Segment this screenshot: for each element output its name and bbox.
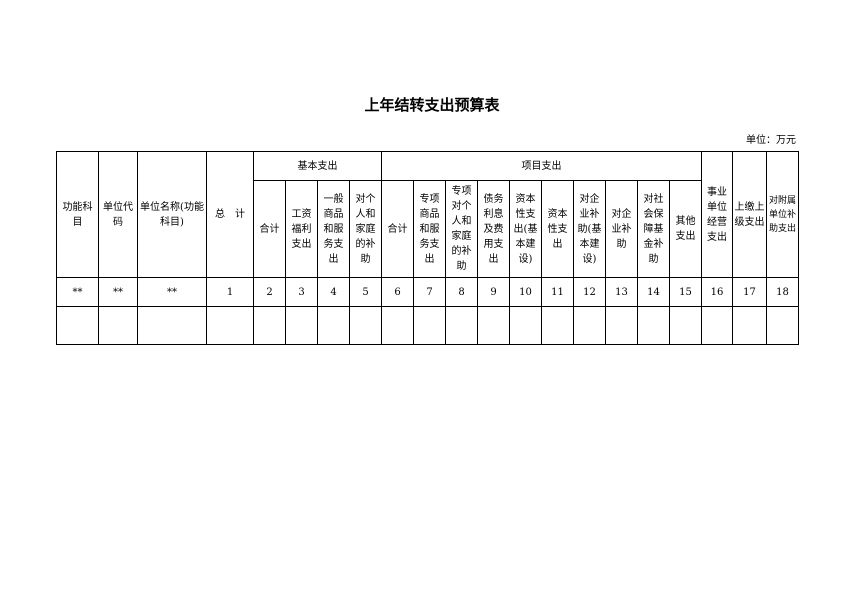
header-project-col: 专项 商品 和服 务支 出 — [413, 180, 446, 278]
data-cell[interactable] — [98, 306, 138, 345]
data-cell[interactable] — [669, 306, 702, 345]
index-cell: 2 — [253, 277, 286, 307]
index-cell: 17 — [732, 277, 767, 307]
unit-label: 单位：万元 — [746, 135, 796, 146]
index-cell: 16 — [701, 277, 733, 307]
data-cell[interactable] — [637, 306, 670, 345]
header-project-col: 专项 对个 人和 家庭 的补 助 — [445, 180, 478, 278]
index-cell: 11 — [541, 277, 574, 307]
index-cell: ** — [98, 277, 138, 307]
data-cell[interactable] — [206, 306, 254, 345]
index-cell: 18 — [766, 277, 799, 307]
index-row: ** ** ** 1 2 3 4 5 6 7 8 9 10 11 12 13 14 15 16 17 18 — [56, 277, 799, 307]
data-cell[interactable] — [317, 306, 350, 345]
index-cell: 1 — [206, 277, 254, 307]
header-unit-code: 单位代 码 — [98, 151, 138, 278]
data-cell[interactable] — [509, 306, 542, 345]
index-cell: 13 — [605, 277, 638, 307]
index-cell: 14 — [637, 277, 670, 307]
header-basic-col: 合计 — [253, 180, 286, 278]
page-title: 上年结转支出预算表 — [364, 96, 500, 114]
data-cell[interactable] — [285, 306, 318, 345]
index-cell: 7 — [413, 277, 446, 307]
data-cell[interactable] — [56, 306, 99, 345]
budget-table: 功能科 目 单位代 码 单位名称(功能 科目) 总 计 基本支出 项目支出 事业… — [56, 151, 799, 345]
header-project-col: 债务 利息 及费 用支 出 — [477, 180, 510, 278]
header-basic-col: 工资 福利 支出 — [285, 180, 318, 278]
index-cell: ** — [56, 277, 99, 307]
data-cell[interactable] — [766, 306, 799, 345]
data-cell[interactable] — [445, 306, 478, 345]
header-unit-name: 单位名称(功能 科目) — [137, 151, 207, 278]
data-cell[interactable] — [349, 306, 382, 345]
header-basic-col: 一般 商品 和服 务支 出 — [317, 180, 350, 278]
index-cell: 15 — [669, 277, 702, 307]
index-cell: 4 — [317, 277, 350, 307]
header-remit-superior: 上缴上 级支出 — [732, 151, 767, 278]
header-project-col: 资本 性支 出 — [541, 180, 574, 278]
index-cell: 9 — [477, 277, 510, 307]
header-total: 总 计 — [206, 151, 254, 278]
data-cell[interactable] — [541, 306, 574, 345]
index-cell: 3 — [285, 277, 318, 307]
index-cell: 12 — [573, 277, 606, 307]
header-function-subject: 功能科 目 — [56, 151, 99, 278]
empty-data-row — [56, 306, 799, 345]
header-project-col: 其他 支出 — [669, 180, 702, 278]
header-project-col: 对企 业补 助(基 本建 设) — [573, 180, 606, 278]
data-cell[interactable] — [413, 306, 446, 345]
header-project-col: 资本 性支 出(基 本建 设) — [509, 180, 542, 278]
data-cell[interactable] — [732, 306, 767, 345]
index-cell: 10 — [509, 277, 542, 307]
header-project-col: 合计 — [381, 180, 414, 278]
data-cell[interactable] — [137, 306, 207, 345]
data-cell[interactable] — [253, 306, 286, 345]
header-basic-col: 对个 人和 家庭 的补 助 — [349, 180, 382, 278]
header-project-col: 对社 会保 障基 金补 助 — [637, 180, 670, 278]
index-cell: 8 — [445, 277, 478, 307]
index-cell: 5 — [349, 277, 382, 307]
index-cell: ** — [137, 277, 207, 307]
data-cell[interactable] — [573, 306, 606, 345]
data-cell[interactable] — [381, 306, 414, 345]
index-cell: 6 — [381, 277, 414, 307]
data-cell[interactable] — [701, 306, 733, 345]
header-basic-expenditure: 基本支出 — [253, 151, 382, 181]
header-subsidiary-subsidy: 对附属 单位补 助支出 — [766, 151, 799, 278]
header-row-1: 功能科 目 单位代 码 单位名称(功能 科目) 总 计 基本支出 项目支出 事业… — [56, 151, 799, 278]
header-project-expenditure: 项目支出 — [381, 151, 702, 181]
header-business-operation: 事业 单位 经营 支出 — [701, 151, 733, 278]
data-cell[interactable] — [477, 306, 510, 345]
header-project-col: 对企 业补 助 — [605, 180, 638, 278]
data-cell[interactable] — [605, 306, 638, 345]
